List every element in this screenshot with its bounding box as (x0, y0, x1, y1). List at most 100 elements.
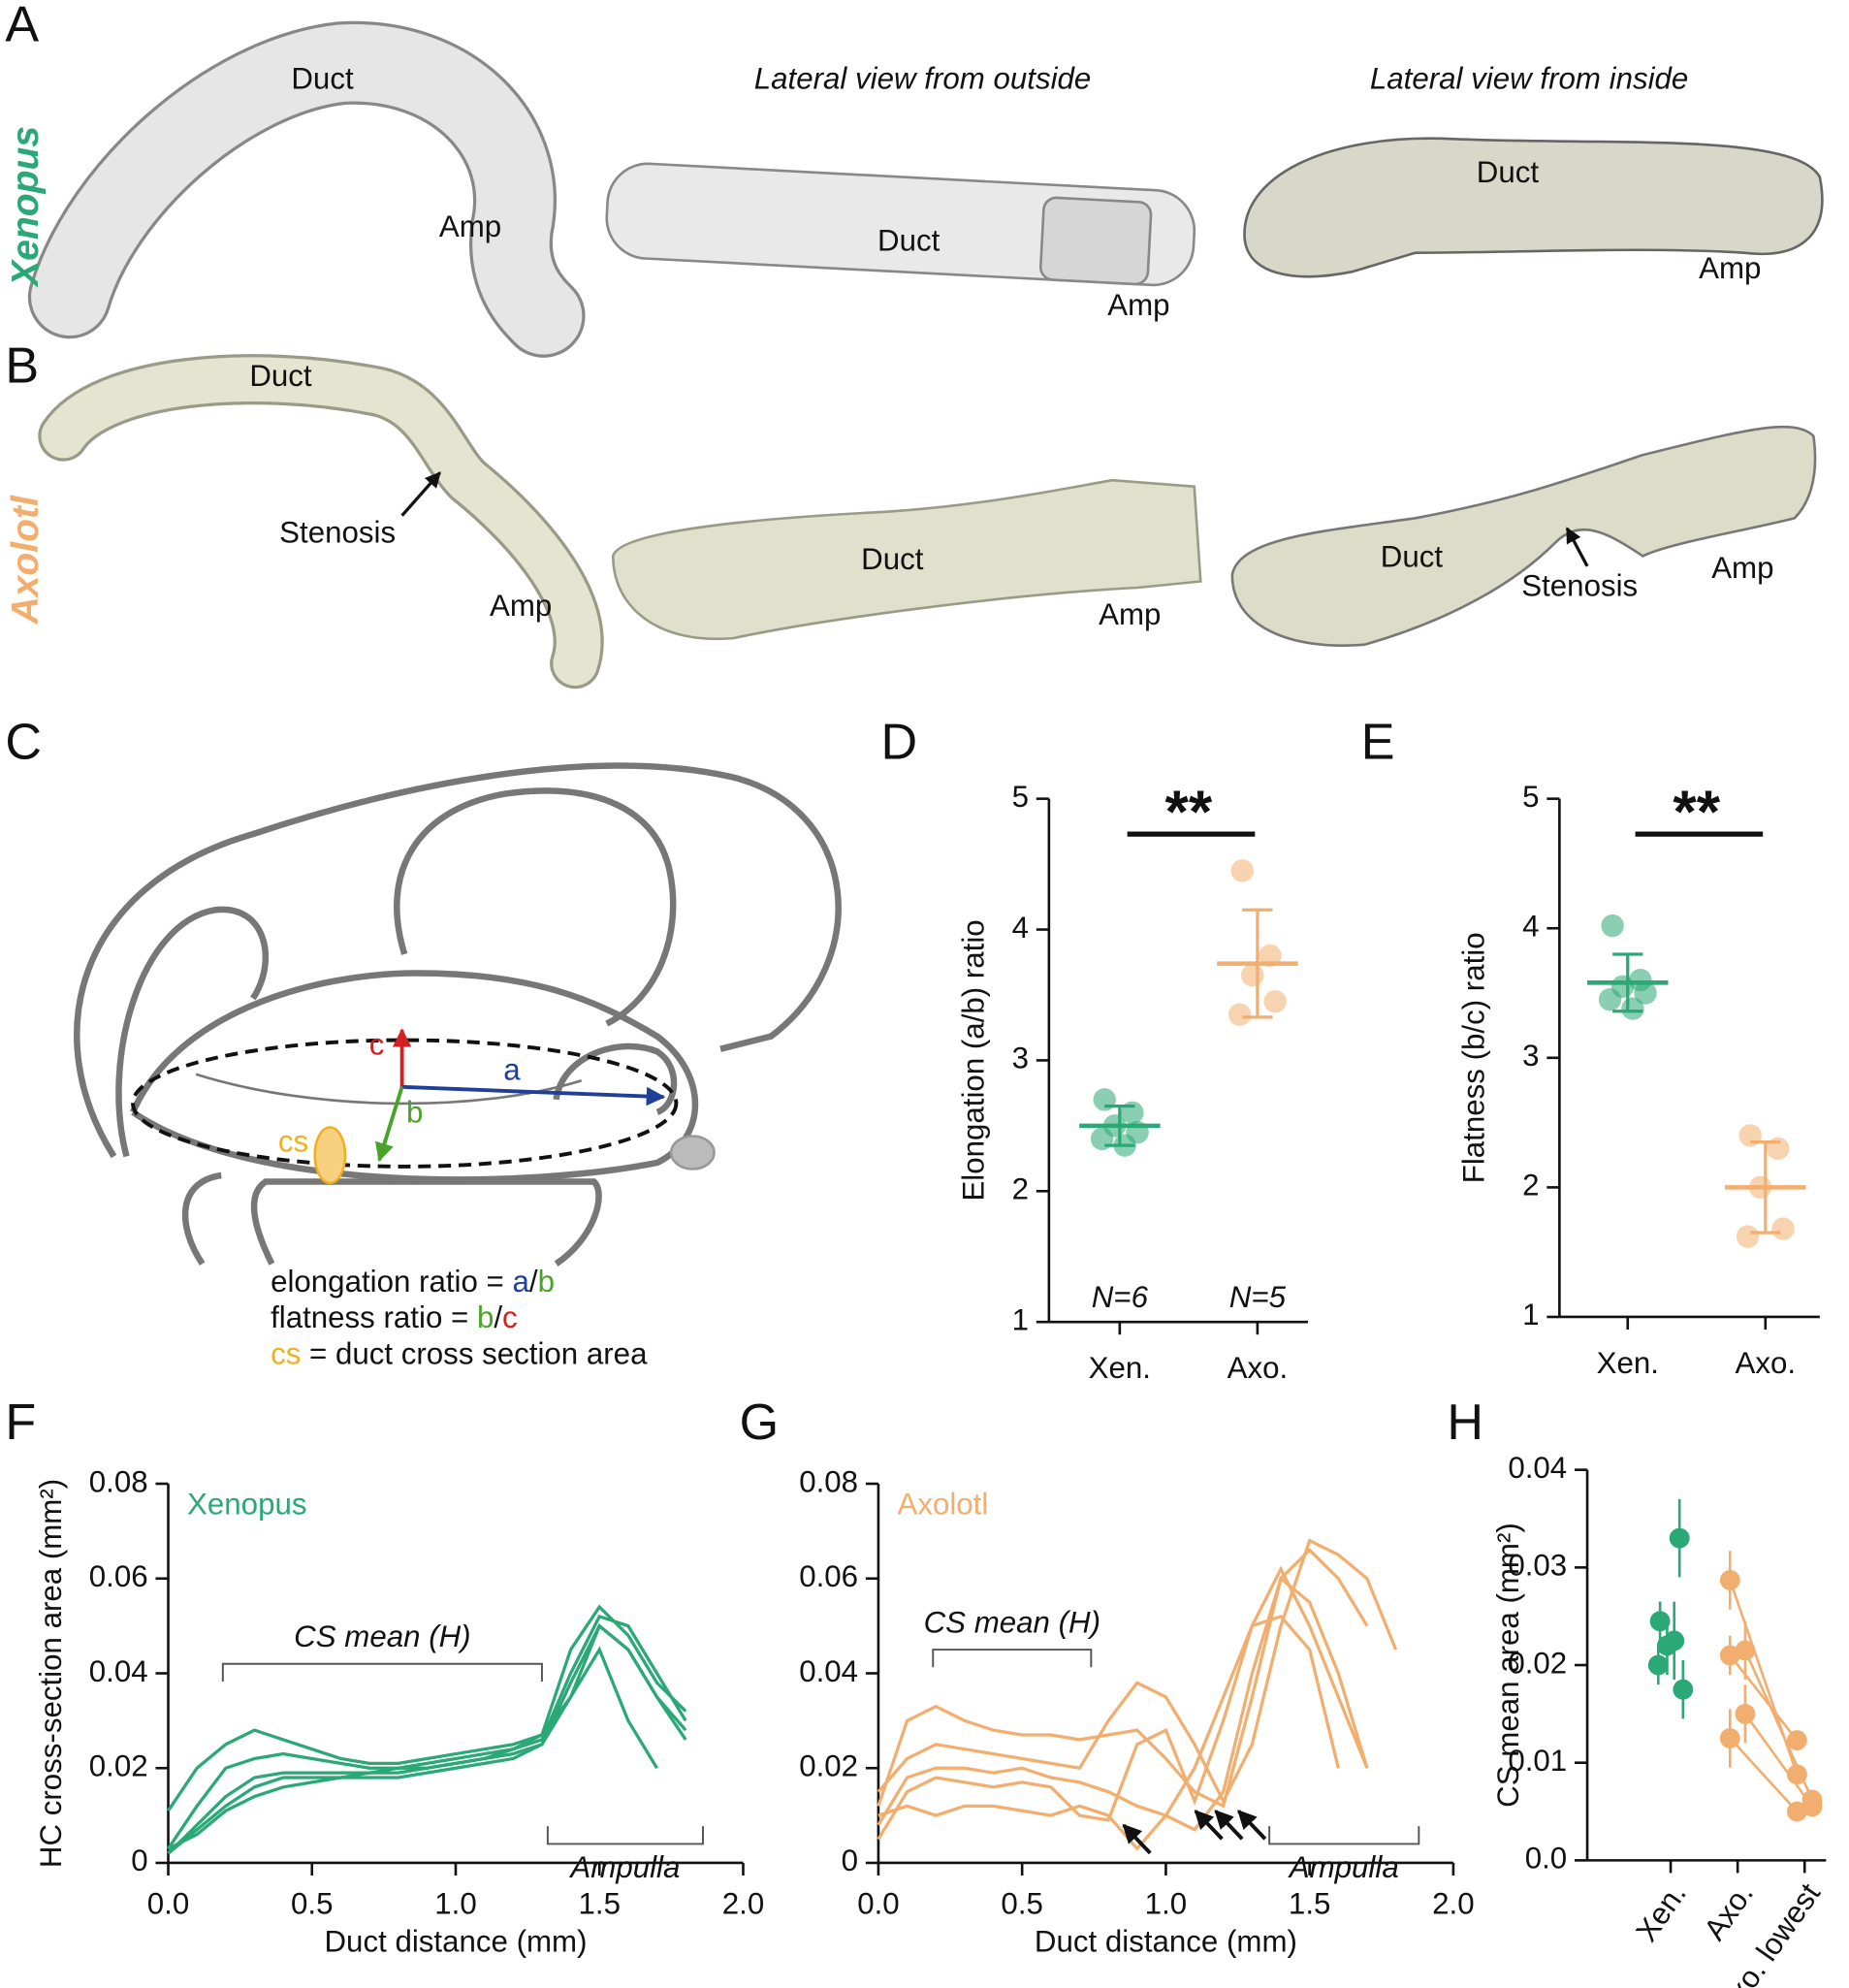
x-axis-title: Duct distance (mm) (1035, 1925, 1297, 1959)
legend-segment: elongation ratio = (271, 1265, 512, 1299)
trace (877, 1575, 1369, 1832)
bracket-label: Ampulla (568, 1850, 680, 1884)
y-tick-label: 0.02 (89, 1749, 148, 1783)
render-xenopus (27, 20, 1824, 358)
x-tick-label: Axo. (1736, 1346, 1797, 1380)
trace (167, 1646, 658, 1850)
y-tick-label: 3 (1522, 1039, 1539, 1073)
render-axolotl (38, 354, 1817, 689)
vector-label: b (406, 1096, 423, 1130)
data-point (1719, 1570, 1740, 1590)
data-point (1598, 987, 1622, 1011)
x-tick-label: Xen. (1629, 1877, 1693, 1948)
legend-segment: c (502, 1301, 518, 1335)
data-point (1664, 1630, 1685, 1651)
y-tick-label: 5 (1522, 780, 1539, 814)
panel-label: A (5, 0, 39, 52)
panel-label: B (5, 337, 39, 394)
legend-segment: = duct cross section area (301, 1337, 648, 1371)
vector-label: cs (278, 1125, 308, 1159)
panel-label: F (5, 1395, 36, 1451)
legend-segment: a (513, 1265, 530, 1299)
y-tick-label: 3 (1012, 1042, 1029, 1075)
x-axis-title: Duct distance (mm) (324, 1925, 587, 1959)
data-point (1786, 1730, 1807, 1750)
sample-size: N=5 (1229, 1280, 1287, 1314)
data-point (1736, 1225, 1760, 1248)
data-point (1669, 1527, 1690, 1549)
y-tick-label: 1 (1522, 1298, 1539, 1331)
legend-segment: cs (271, 1337, 301, 1371)
structure-label: Amp (439, 209, 501, 243)
vector-label: c (369, 1027, 385, 1061)
structure-label: Stenosis (1521, 568, 1638, 602)
data-point (1647, 1654, 1669, 1676)
y-tick-label: 0.03 (1508, 1549, 1567, 1583)
y-tick-label: 0.01 (1508, 1744, 1567, 1778)
y-tick-label: 0.02 (799, 1749, 858, 1783)
bracket (1268, 1826, 1420, 1845)
arrow (1122, 1823, 1152, 1855)
panel-label: C (5, 715, 42, 771)
bracket-label: Ampulla (1288, 1850, 1399, 1884)
y-tick-label: 0 (842, 1844, 858, 1877)
species-label: Xenopus (5, 126, 47, 288)
trace (877, 1614, 1340, 1851)
panel-label: G (740, 1395, 780, 1451)
y-tick-label: 1 (1012, 1302, 1029, 1336)
x-tick-label: 1.5 (1289, 1887, 1330, 1921)
data-point (1771, 1217, 1795, 1240)
trace (167, 1604, 687, 1855)
structure-label: Amp (1107, 288, 1169, 322)
y-tick-label: 2 (1522, 1169, 1539, 1202)
y-tick-label: 0.0 (1525, 1842, 1567, 1876)
structure-label: Duct (249, 359, 312, 393)
pair-line (1729, 1654, 1799, 1742)
legend-segment: / (529, 1265, 538, 1299)
legend-segment: b (538, 1265, 555, 1299)
x-tick-label: 2.0 (1432, 1887, 1474, 1921)
significance-label: ** (1673, 778, 1720, 846)
data-point (1786, 1801, 1807, 1822)
structure-label: Duct (1477, 155, 1540, 189)
pair-line (1743, 1713, 1814, 1808)
legend-segment: flatness ratio = (271, 1301, 477, 1335)
y-tick-label: 0.04 (1508, 1451, 1567, 1485)
bracket (546, 1826, 704, 1845)
arrow (1194, 1810, 1224, 1841)
data-point (1263, 989, 1287, 1013)
data-point (1230, 859, 1254, 882)
data-point (1634, 981, 1657, 1005)
y-tick-label: 2 (1012, 1172, 1029, 1206)
view-title: Lateral view from outside (754, 62, 1092, 96)
data-point (1786, 1764, 1807, 1785)
data-point (1240, 964, 1264, 987)
y-tick-label: 4 (1522, 909, 1539, 943)
data-point (1801, 1796, 1823, 1817)
trace (877, 1538, 1398, 1806)
x-tick-label: 0.5 (1001, 1887, 1042, 1921)
structure-label: Amp (1099, 597, 1161, 631)
data-point (1719, 1728, 1740, 1748)
panel-label: H (1447, 1395, 1483, 1451)
y-tick-label: 0.04 (89, 1654, 148, 1688)
structure-label: Duct (291, 62, 354, 96)
bracket-label: CS mean (H) (294, 1619, 470, 1653)
trace (167, 1623, 687, 1855)
data-point (1649, 1611, 1671, 1632)
bracket (932, 1649, 1093, 1668)
y-axis-title: Flatness (b/c) ratio (1457, 932, 1491, 1183)
x-tick-label: 0.0 (147, 1887, 189, 1921)
view-title: Lateral view from inside (1370, 62, 1688, 96)
y-tick-label: 0.06 (89, 1559, 148, 1593)
species-annotation: Axolotl (897, 1488, 988, 1522)
y-tick-label: 0.08 (89, 1464, 148, 1498)
y-tick-label: 0.08 (799, 1464, 858, 1498)
structure-label: Duct (877, 223, 940, 257)
x-tick-label: 0.0 (857, 1887, 899, 1921)
y-tick-label: 0.04 (799, 1654, 858, 1688)
y-axis-title: Elongation (a/b) ratio (957, 919, 991, 1201)
trace (877, 1548, 1369, 1809)
structure-label: Stenosis (279, 516, 396, 550)
